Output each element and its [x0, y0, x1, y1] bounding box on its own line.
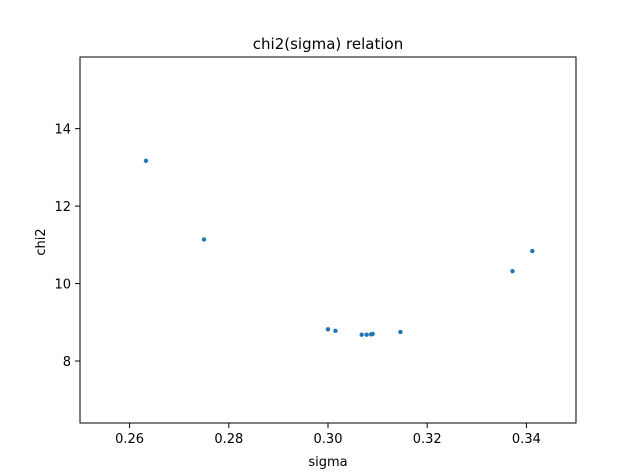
x-tick-label: 0.30 [314, 432, 343, 447]
data-point [364, 332, 369, 337]
data-point [530, 248, 535, 254]
x-axis: 0.26 0.28 0.30 0.32 0.34 [115, 423, 541, 447]
x-axis-label: sigma [308, 455, 347, 470]
data-point [325, 327, 331, 332]
chart-title: chi2(sigma) relation [253, 35, 403, 53]
y-tick-label: 14 [54, 123, 71, 138]
data-point [359, 332, 364, 337]
y-axis-label: chi2 [34, 228, 49, 255]
data-point [398, 329, 403, 335]
y-tick-label: 10 [54, 278, 71, 293]
y-axis: 8 10 12 14 [54, 123, 80, 370]
plot-frame [79, 56, 577, 424]
x-tick-label: 0.26 [115, 432, 144, 447]
data-points [143, 158, 535, 337]
data-point [143, 158, 149, 163]
x-tick-label: 0.34 [512, 432, 541, 447]
y-tick-label: 8 [63, 355, 71, 370]
data-point [370, 331, 375, 337]
data-point [201, 237, 207, 242]
x-tick-label: 0.32 [413, 432, 442, 447]
plot-area [79, 56, 577, 424]
x-tick-label: 0.28 [214, 432, 243, 447]
data-point [333, 328, 338, 334]
y-tick-label: 12 [54, 200, 71, 215]
data-point [510, 268, 515, 274]
